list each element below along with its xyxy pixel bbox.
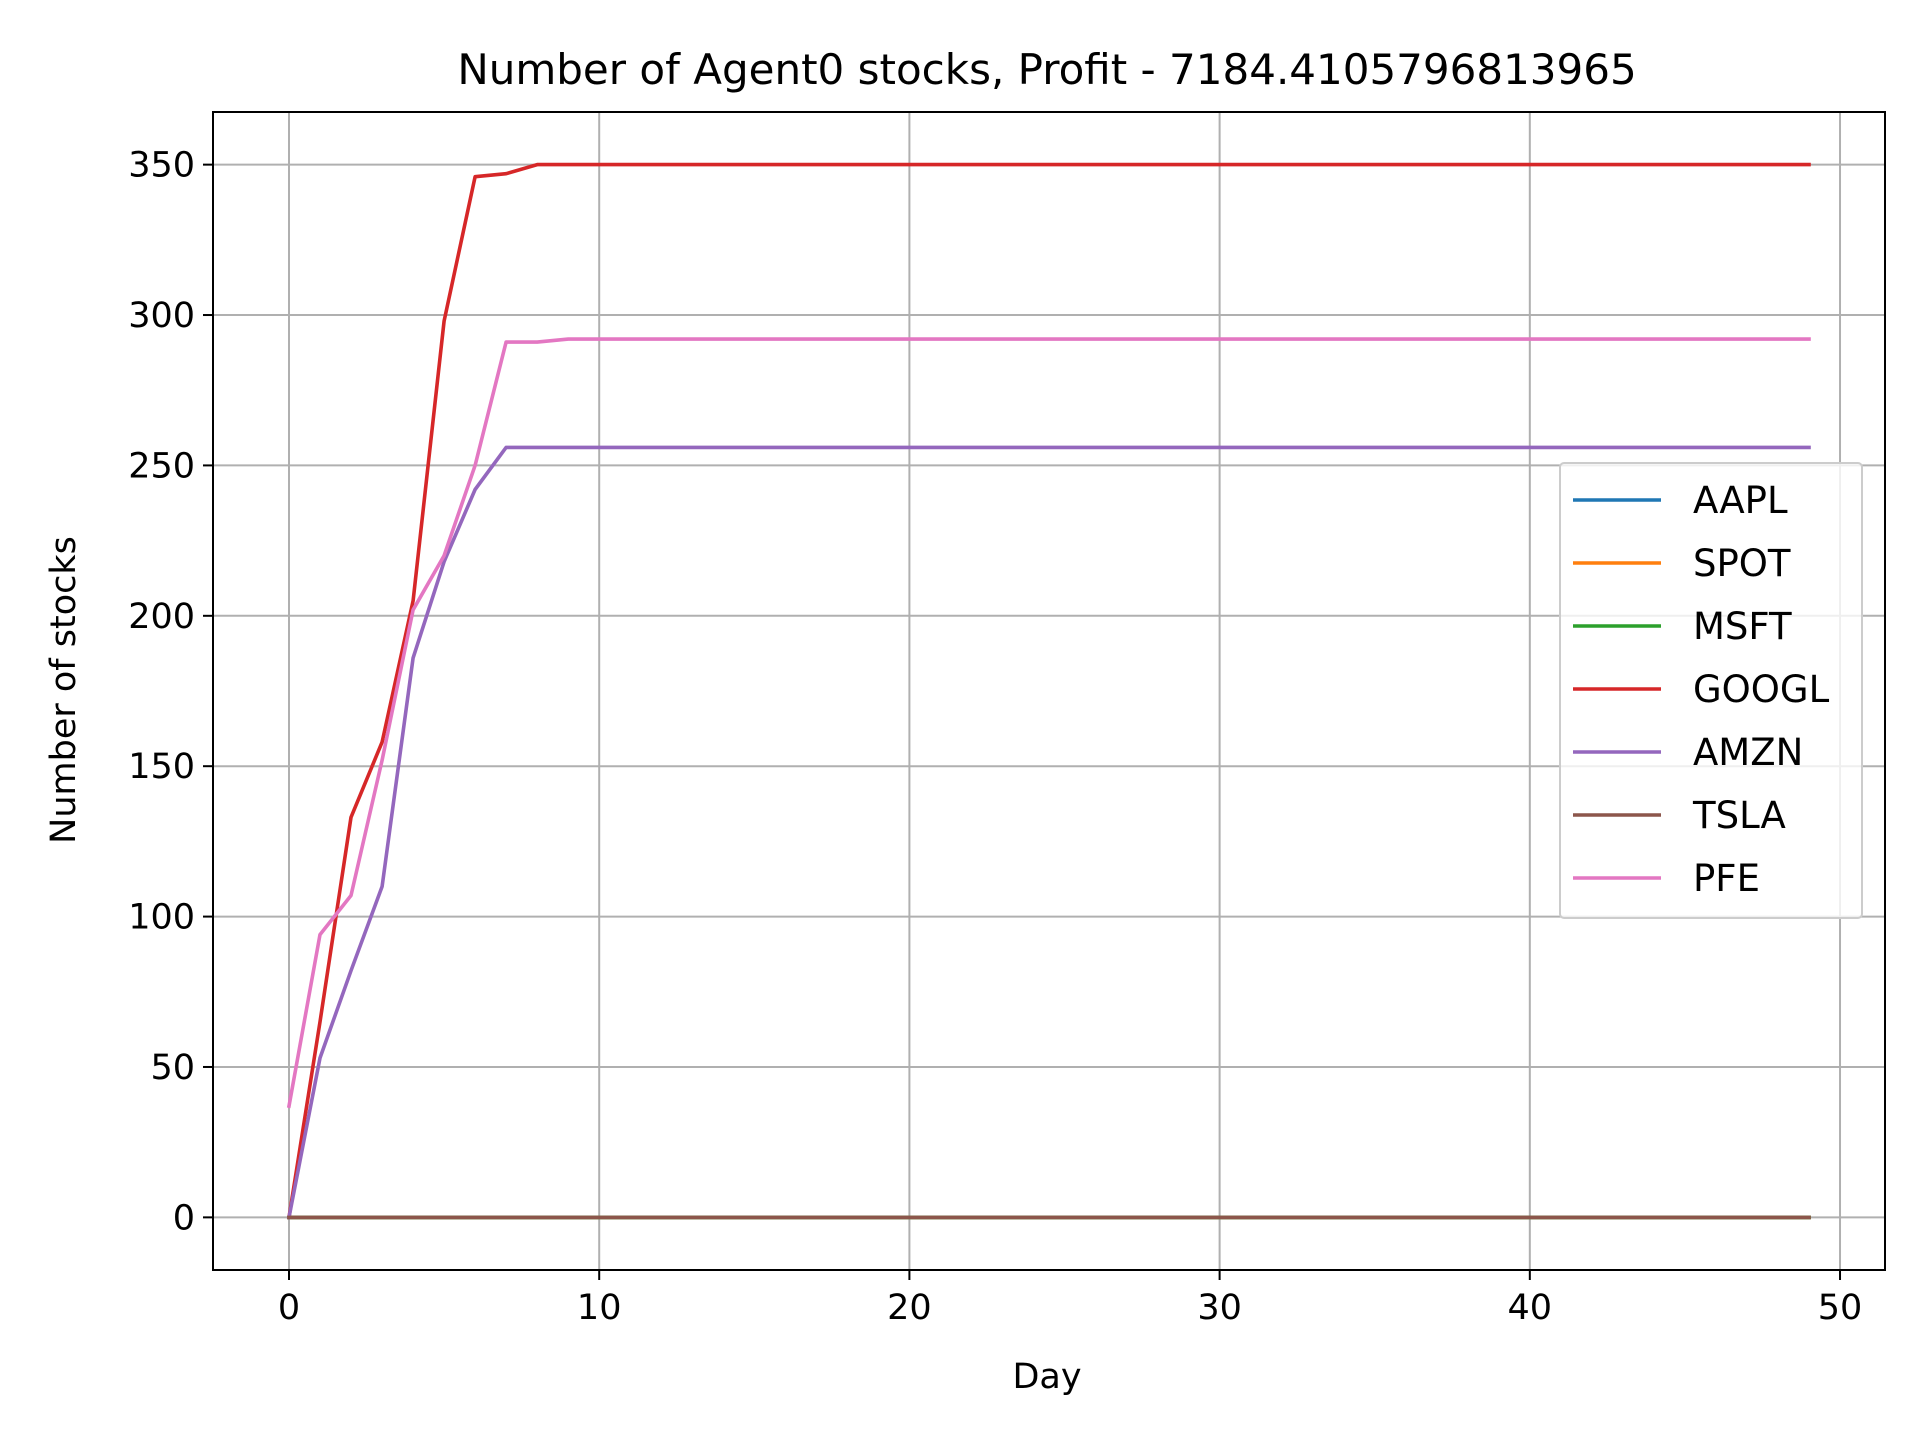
data-series [286, 162, 1811, 1220]
x-tick-label: 50 [1818, 1288, 1863, 1328]
legend-label-msft: MSFT [1693, 605, 1792, 648]
y-axis-title: Number of stocks [44, 536, 84, 844]
x-axis-title: Day [1012, 1357, 1081, 1397]
axis-ticks: 0 10 20 30 40 50 0 50 100 150 200 250 300 350 [128, 146, 1862, 1328]
legend-label-amzn: AMZN [1693, 731, 1803, 774]
y-tick-label: 0 [173, 1198, 195, 1238]
y-tick-label: 150 [128, 747, 195, 787]
x-tick-label: 0 [278, 1288, 300, 1328]
y-tick-label: 250 [128, 446, 195, 486]
legend-box [1559, 462, 1863, 919]
plot-area-frame [212, 111, 1886, 1271]
y-tick-label: 350 [128, 146, 195, 186]
series-line-amzn [286, 445, 1811, 1220]
x-tick-label: 10 [577, 1288, 622, 1328]
y-tick-label: 100 [128, 898, 195, 938]
x-tick-label: 20 [887, 1288, 932, 1328]
series-line-pfe [286, 337, 1811, 1109]
legend-label-googl: GOOGL [1693, 668, 1830, 711]
chart-title: Number of Agent0 stocks, Profit - 7184.4… [457, 45, 1636, 94]
x-tick-label: 40 [1508, 1288, 1553, 1328]
y-tick-label: 300 [128, 296, 195, 336]
series-line-googl [286, 162, 1811, 1220]
legend-label-aapl: AAPL [1693, 479, 1788, 522]
legend-label-spot: SPOT [1693, 542, 1791, 585]
y-tick-label: 50 [150, 1048, 195, 1088]
legend-label-pfe: PFE [1693, 857, 1760, 900]
legend: AAPL SPOT MSFT GOOGL AMZN TSLA PFE [1559, 462, 1863, 919]
legend-label-tsla: TSLA [1692, 794, 1786, 837]
y-tick-label: 200 [128, 597, 195, 637]
x-tick-label: 30 [1197, 1288, 1242, 1328]
